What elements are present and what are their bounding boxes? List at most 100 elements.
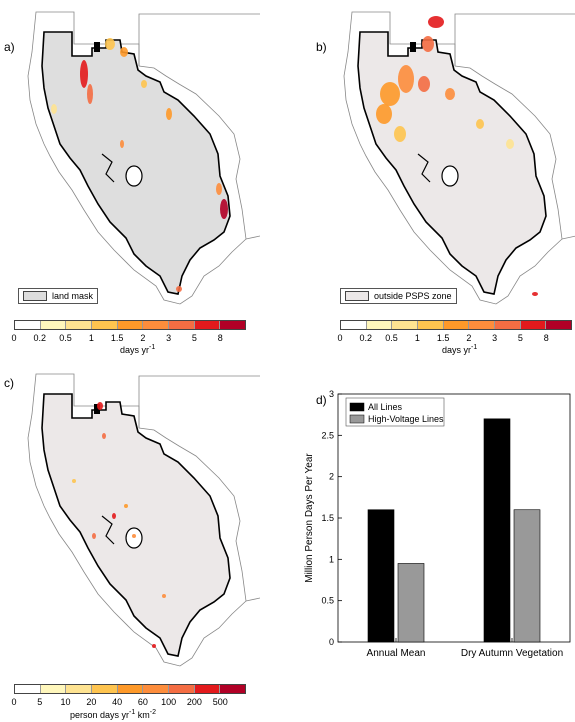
panel-a-hotspot-2 [105, 38, 115, 50]
panel-c-colorbar-bin-4 [117, 685, 144, 693]
panel-a-legend-text: land mask [52, 291, 94, 301]
panel-b-colorbar-tick: 1.5 [436, 333, 450, 343]
panel-a-colorbar-bin-4 [117, 321, 144, 329]
x-tick-label: Annual Mean [367, 648, 426, 659]
panel-b-label: b) [316, 40, 327, 54]
panel-d-label: d) [316, 393, 327, 407]
panel-a-label: a) [4, 40, 15, 54]
outside-psps-swatch [345, 291, 369, 301]
panel-c-lake-feature [94, 404, 100, 414]
panel-a-colorbar-bin-5 [143, 321, 170, 329]
panel-a-colorbar-bin-8 [220, 321, 246, 329]
panel-b-hotspot-8 [394, 126, 406, 142]
panel-c-colorbar-bin-7 [194, 685, 221, 693]
panel-a-bay-feature [125, 165, 143, 187]
panel-a-colorbar-tick: 1.5 [110, 333, 124, 343]
panel-c-label: c) [4, 376, 14, 390]
panel-b-bay-feature [441, 165, 459, 187]
panel-b-unit-text: days yr [442, 345, 472, 355]
panel-c-hotspot-8 [72, 479, 76, 483]
panel-c-delta-feature [101, 515, 115, 545]
panel-a-colorbar-bin-7 [194, 321, 221, 329]
panel-b-region-mask [357, 31, 547, 295]
panel-a-hotspot-10 [141, 80, 147, 88]
panel-c-hotspot-2 [112, 513, 116, 519]
panel-a-colorbar [14, 320, 246, 330]
panel-a-colorbar-tick: 0.2 [33, 333, 47, 343]
panel-a-colorbar-bin-6 [169, 321, 195, 329]
panel-b-delta-feature [417, 153, 431, 183]
panel-c-colorbar-unit: person days yr-1 km-2 [70, 709, 156, 720]
panel-a-colorbar-bin-3 [92, 321, 118, 329]
panel-b-hotspot-1 [422, 36, 434, 52]
bar-high-voltage-lines-1 [513, 509, 541, 643]
bar-all-lines-1 [483, 418, 511, 643]
panel-c-colorbar-tick: 20 [86, 697, 97, 707]
panel-a-colorbar-tick: 8 [217, 333, 223, 343]
panel-a-unit-text: days yr [120, 345, 150, 355]
panel-a-state-border-se [245, 235, 260, 240]
panel-a-hotspot-9 [176, 286, 182, 292]
panel-b-hotspot-9 [506, 139, 514, 149]
land-mask-swatch [23, 291, 47, 301]
panel-a-hotspot-3 [120, 47, 128, 57]
panel-b-colorbar-unit: days yr-1 [442, 344, 477, 355]
panel-b-colorbar-tick: 0 [337, 333, 343, 343]
panel-a-hotspot-0 [80, 60, 88, 88]
panel-a-unit-sup: -1 [149, 344, 156, 351]
panel-a-hotspot-8 [51, 104, 57, 114]
y-tick-label: 0 [329, 637, 334, 647]
y-tick-label: 2 [329, 472, 334, 482]
panel-a-colorbar-tick: 5 [191, 333, 197, 343]
panel-c-hotspot-5 [92, 533, 96, 539]
panel-b-unit-sup: -1 [471, 344, 478, 351]
y-tick-label: 1.5 [321, 513, 334, 523]
bar-all-lines-0 [367, 509, 395, 643]
panel-c-colorbar-bin-2 [66, 685, 93, 693]
panel-b-colorbar-bin-3 [418, 321, 444, 329]
panel-b-colorbar-bin-5 [469, 321, 496, 329]
panel-c-hotspot-7 [152, 644, 156, 648]
panel-c-colorbar-bin-8 [220, 685, 246, 693]
panel-c-hotspot-1 [102, 433, 106, 439]
panel-b-hotspot-4 [376, 104, 392, 124]
panel-b-colorbar-bin-2 [392, 321, 419, 329]
panel-b-colorbar-tick: 1 [414, 333, 420, 343]
panel-c-region-mask [41, 393, 231, 657]
panel-a-lake-feature [94, 42, 100, 52]
panel-d-bar-chart: 0 0.5 1 1.5 2 2.5 3 Million Person Days Per Yea… [304, 389, 571, 659]
panel-c-colorbar-bin-3 [92, 685, 118, 693]
y-tick-label: 3 [329, 389, 334, 399]
panel-b-colorbar-bin-1 [366, 321, 393, 329]
panel-c-colorbar-bin-1 [40, 685, 67, 693]
panel-c-state-border-ne [138, 375, 260, 428]
y-axis-label: Million Person Days Per Year [304, 453, 315, 583]
panel-a-colorbar-bin-0 [15, 321, 41, 329]
panel-c-colorbar-bin-6 [169, 685, 195, 693]
panel-c-colorbar-tick: 60 [137, 697, 148, 707]
panel-a-colorbar-unit: days yr-1 [120, 344, 155, 355]
panel-b-colorbar-bin-7 [520, 321, 547, 329]
panel-b-lake-feature [410, 42, 416, 52]
panel-a-hotspot-1 [87, 84, 93, 104]
y-tick-label: 0.5 [321, 596, 334, 606]
legend-label-1: High-Voltage Lines [368, 414, 444, 424]
panel-b-colorbar-tick: 0.2 [359, 333, 373, 343]
legend-swatch-1 [349, 414, 365, 424]
panel-c-hotspot-4 [124, 504, 128, 508]
panel-a-colorbar-bin-1 [40, 321, 67, 329]
legend-frame [345, 397, 445, 427]
panel-a-colorbar-tick: 0.5 [59, 333, 72, 343]
panel-a-legend: land mask [18, 288, 99, 304]
panel-c-unit-mid: km [135, 710, 150, 720]
panel-b-colorbar-bin-0 [341, 321, 367, 329]
panel-b-hotspot-6 [445, 88, 455, 100]
panel-b-legend-text: outside PSPS zone [374, 291, 452, 301]
panel-b-colorbar-bin-8 [546, 321, 572, 329]
panel-a-colorbar-bin-2 [66, 321, 93, 329]
panel-b-state-border-se [561, 235, 575, 240]
panel-c-colorbar-bin-0 [15, 685, 41, 693]
panel-b-colorbar-bin-6 [495, 321, 521, 329]
panel-b-colorbar-bin-4 [443, 321, 470, 329]
panel-c-colorbar-tick: 0 [11, 697, 17, 707]
